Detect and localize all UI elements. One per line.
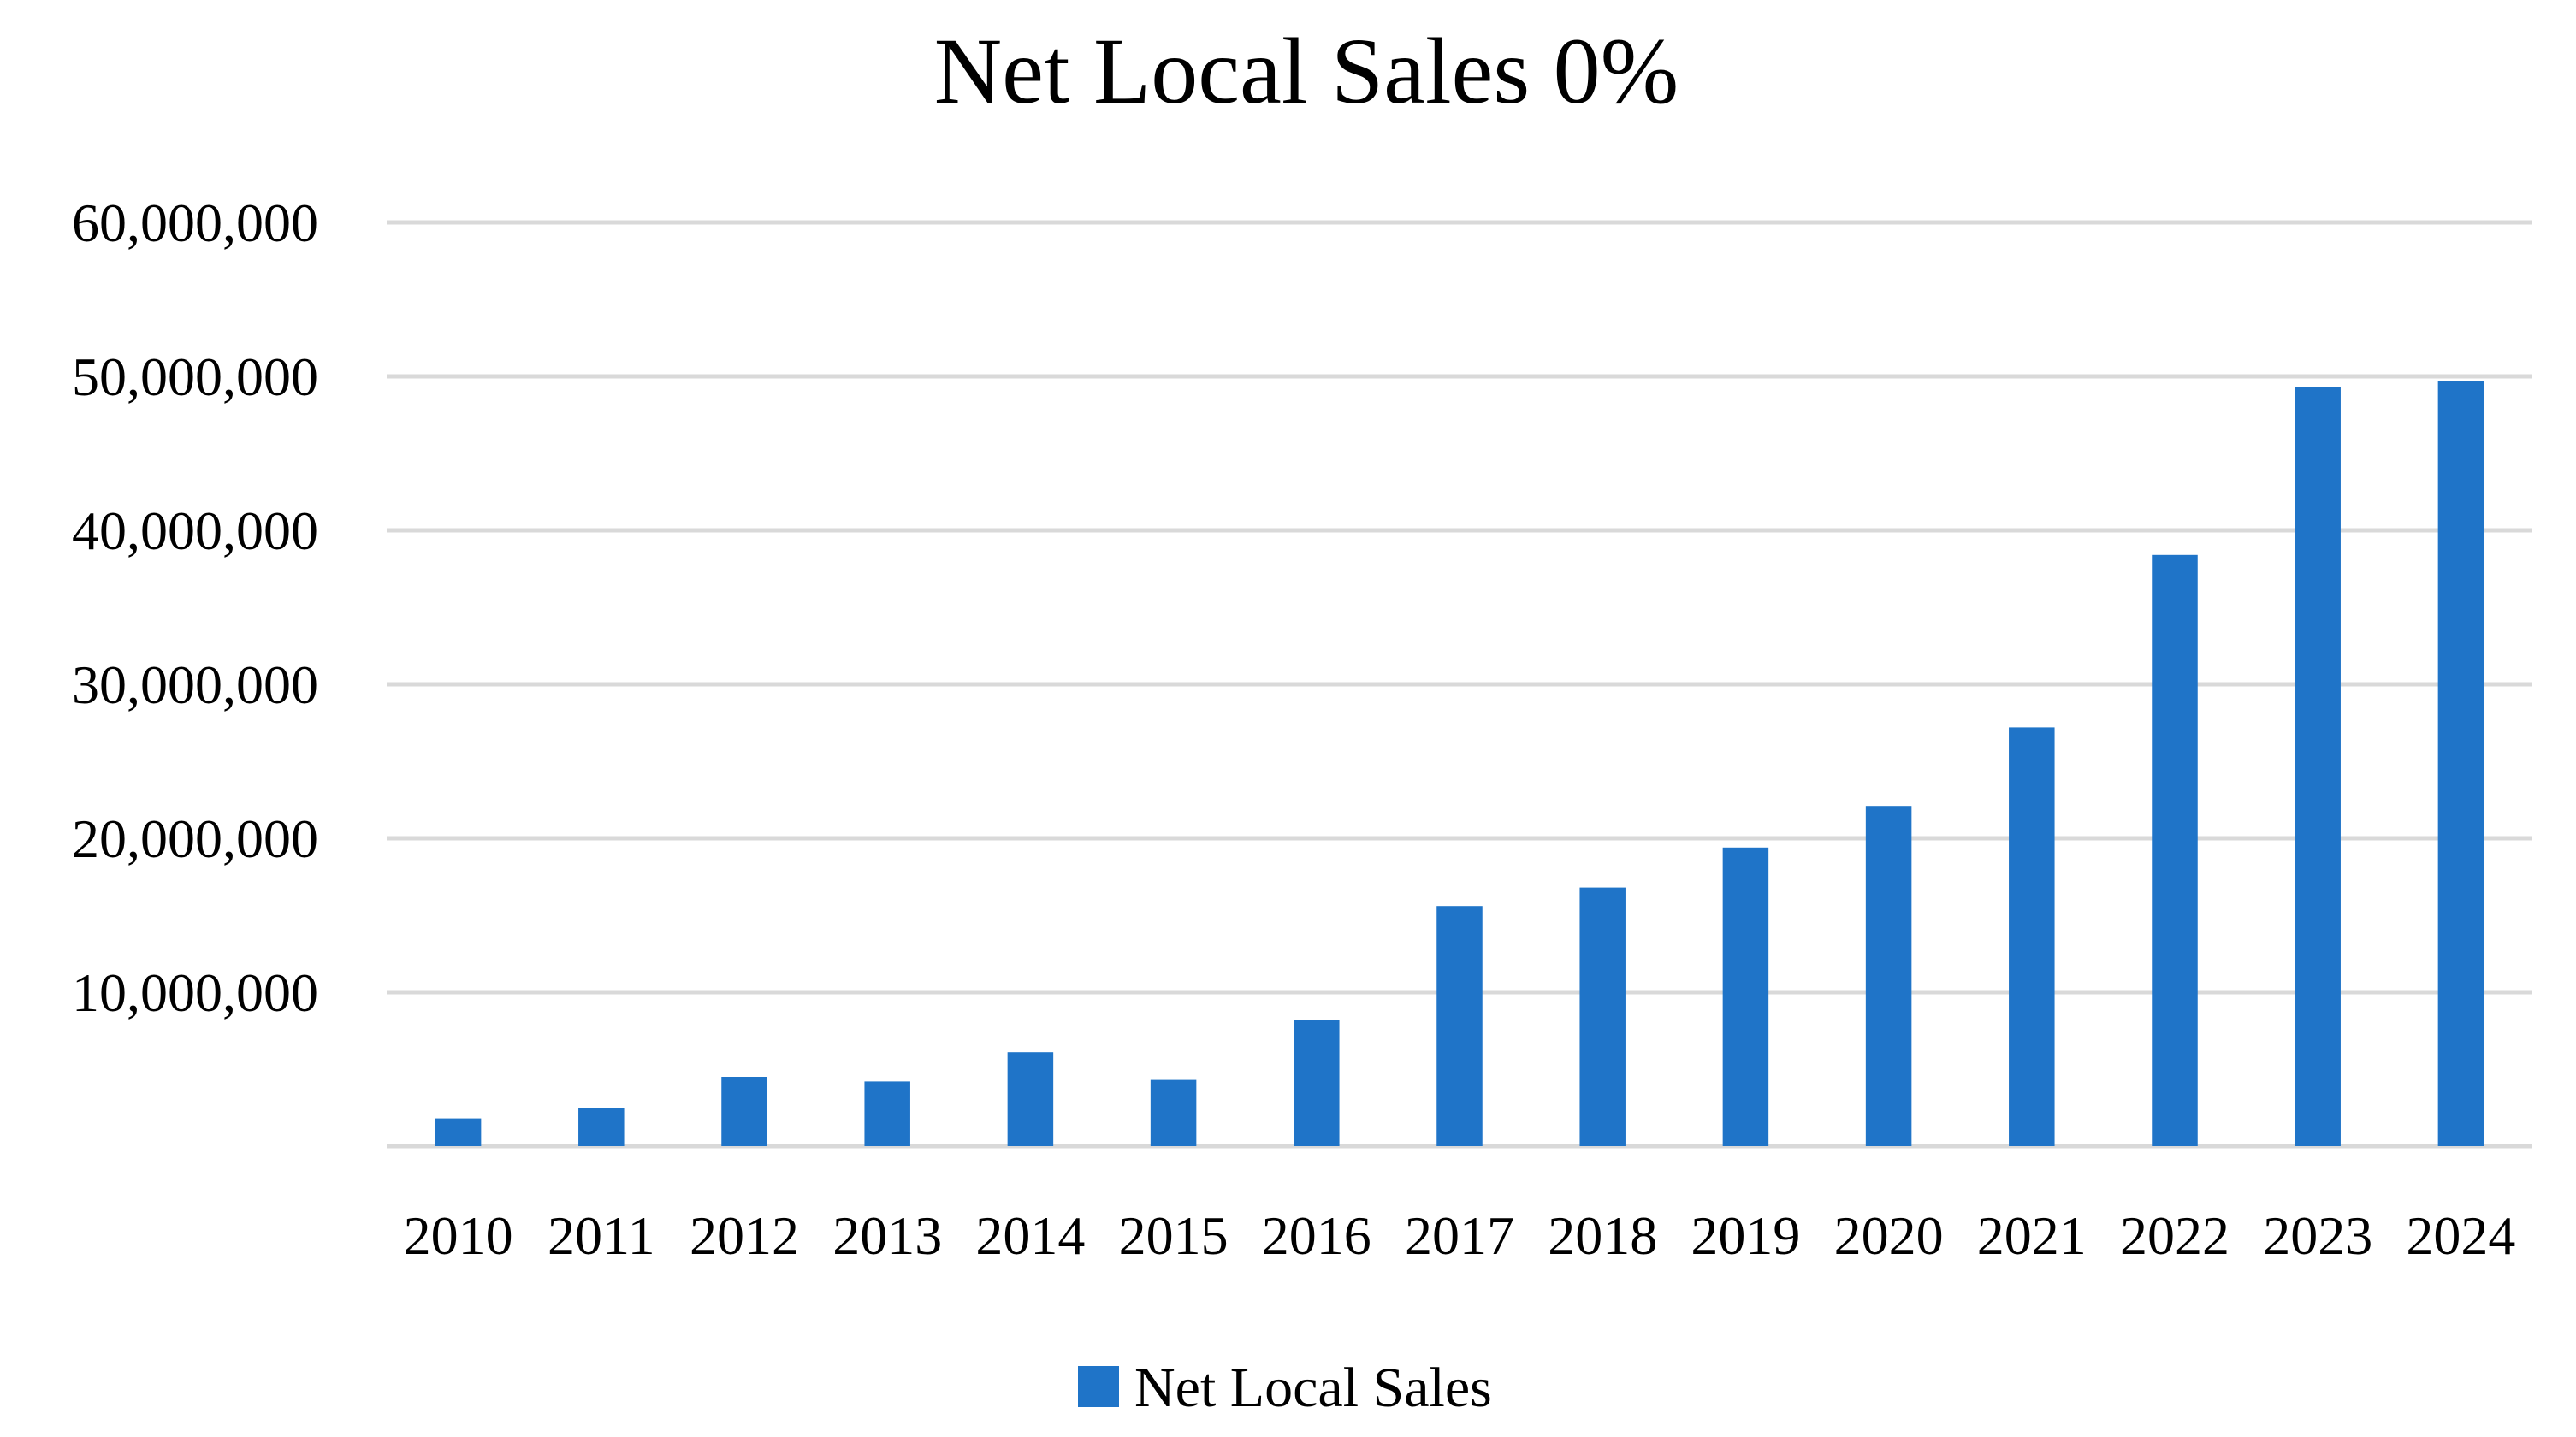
x-tick-label: 2020 [1834, 1205, 1944, 1266]
x-tick-label: 2016 [1262, 1205, 1371, 1266]
gridlines [387, 220, 2532, 1149]
x-tick-label: 2023 [2263, 1205, 2372, 1266]
y-tick-label: 10,000,000 [72, 962, 318, 1023]
bar-2012 [721, 1077, 767, 1146]
y-tick-label: 20,000,000 [72, 808, 318, 869]
bar-2022 [2152, 554, 2198, 1146]
bar-2011 [578, 1108, 625, 1146]
x-tick-label: 2012 [690, 1205, 799, 1266]
y-tick-label: 40,000,000 [72, 500, 318, 561]
chart-title: Net Local Sales 0% [934, 19, 1679, 123]
x-tick-label: 2024 [2406, 1205, 2515, 1266]
bar-2015 [1150, 1079, 1197, 1146]
x-tick-label: 2019 [1691, 1205, 1800, 1266]
y-tick-label: 60,000,000 [72, 192, 318, 253]
bar-2010 [435, 1118, 482, 1146]
bar-2024 [2437, 381, 2484, 1146]
bar-2023 [2295, 387, 2341, 1147]
x-tick-label: 2022 [2120, 1205, 2230, 1266]
x-tick-label: 2017 [1405, 1205, 1514, 1266]
x-axis-tick-labels: 2010 2011 2012 2013 2014 2015 2016 2017 2018 2019… [404, 1205, 2516, 1266]
x-tick-label: 2018 [1548, 1205, 1657, 1266]
bar-2019 [1722, 847, 1769, 1146]
bar-2014 [1007, 1052, 1054, 1146]
bar-2013 [864, 1081, 910, 1146]
x-tick-label: 2014 [975, 1205, 1085, 1266]
x-tick-label: 2013 [832, 1205, 942, 1266]
y-axis-tick-labels: 10,000,000 20,000,000 30,000,000 40,000,000… [72, 192, 318, 1023]
y-tick-label: 30,000,000 [72, 654, 318, 715]
bar-2021 [2009, 727, 2055, 1146]
bar-2020 [1865, 806, 1912, 1146]
legend-swatch [1078, 1366, 1119, 1407]
x-tick-label: 2011 [548, 1205, 655, 1266]
bars [435, 381, 2484, 1147]
legend: Net Local Sales [1078, 1357, 1492, 1419]
bar-2017 [1436, 906, 1483, 1146]
y-tick-label: 50,000,000 [72, 346, 318, 407]
x-tick-label: 2010 [404, 1205, 513, 1266]
x-tick-label: 2021 [1977, 1205, 2087, 1266]
bar-2016 [1294, 1020, 1340, 1146]
bar-2018 [1579, 887, 1626, 1146]
legend-label: Net Local Sales [1134, 1357, 1492, 1419]
x-tick-label: 2015 [1119, 1205, 1229, 1266]
